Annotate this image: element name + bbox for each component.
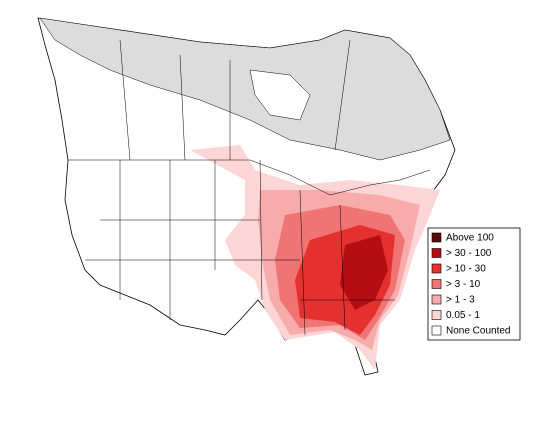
us-canada-border <box>68 159 431 196</box>
legend-swatch <box>431 248 442 258</box>
range-peak <box>340 235 388 310</box>
legend-label: > 10 - 30 <box>446 264 486 275</box>
legend-swatch <box>431 294 442 305</box>
legend-box <box>427 227 521 341</box>
legend-label: > 1 - 3 <box>446 295 475 306</box>
internal-borders <box>85 39 395 336</box>
legend-label: None Counted <box>446 326 511 337</box>
legend: Above 100 > 30 - 100 > 10 - 30 > 3 - 10 > 1 … <box>431 232 511 337</box>
legend-swatch <box>431 325 442 336</box>
legend-swatch <box>431 310 442 320</box>
legend-label: > 3 - 10 <box>446 279 481 290</box>
legend-label: 0.05 - 1 <box>446 310 480 321</box>
legend-swatch <box>431 263 442 274</box>
legend-swatch <box>431 279 442 289</box>
legend-swatch <box>431 232 442 243</box>
legend-label: > 30 - 100 <box>446 248 492 259</box>
legend-label: Above 100 <box>446 233 494 244</box>
northern-band <box>39 17 451 161</box>
hudson-bay <box>249 69 311 121</box>
